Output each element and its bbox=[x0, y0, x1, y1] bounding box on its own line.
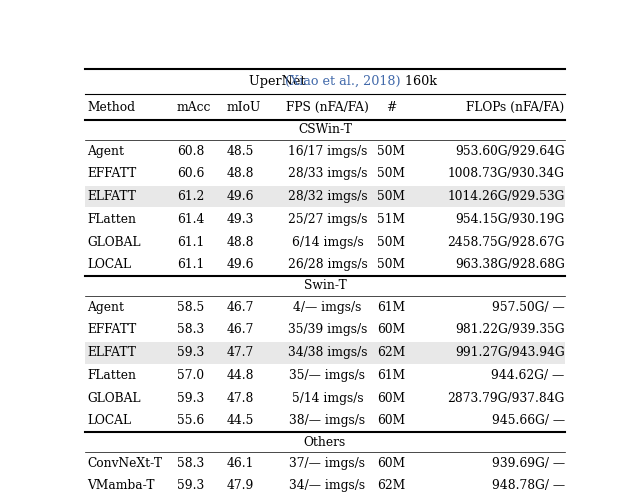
Text: mIoU: mIoU bbox=[226, 101, 261, 114]
Text: 948.78G/ —: 948.78G/ — bbox=[491, 480, 565, 492]
Text: 954.15G/930.19G: 954.15G/930.19G bbox=[455, 213, 565, 226]
Text: LOCAL: LOCAL bbox=[87, 414, 131, 428]
Text: 49.3: 49.3 bbox=[226, 213, 254, 226]
Text: 35/— imgs/s: 35/— imgs/s bbox=[289, 369, 365, 382]
Text: 58.5: 58.5 bbox=[177, 301, 204, 314]
Text: 46.1: 46.1 bbox=[226, 457, 254, 470]
Text: 44.5: 44.5 bbox=[226, 414, 254, 428]
Text: Method: Method bbox=[87, 101, 135, 114]
Text: FLOPs (nFA/FA): FLOPs (nFA/FA) bbox=[467, 101, 565, 114]
Text: GLOBAL: GLOBAL bbox=[87, 392, 141, 404]
Text: 50M: 50M bbox=[377, 190, 405, 203]
Text: Agent: Agent bbox=[87, 301, 124, 314]
Text: 50M: 50M bbox=[377, 258, 405, 271]
Text: 61M: 61M bbox=[377, 301, 405, 314]
Text: 50M: 50M bbox=[377, 167, 405, 181]
Text: 59.3: 59.3 bbox=[177, 392, 204, 404]
Bar bbox=[85, 342, 565, 364]
Text: 26/28 imgs/s: 26/28 imgs/s bbox=[287, 258, 367, 271]
Text: 16/17 imgs/s: 16/17 imgs/s bbox=[288, 145, 367, 157]
Text: 62M: 62M bbox=[377, 346, 405, 359]
Text: FLatten: FLatten bbox=[87, 369, 136, 382]
Text: 57.0: 57.0 bbox=[177, 369, 204, 382]
Text: 44.8: 44.8 bbox=[226, 369, 254, 382]
Text: Swin-T: Swin-T bbox=[304, 279, 346, 292]
Text: 2873.79G/937.84G: 2873.79G/937.84G bbox=[448, 392, 565, 404]
Text: UperNet: UperNet bbox=[249, 75, 309, 88]
Text: 47.8: 47.8 bbox=[226, 392, 254, 404]
Text: 953.60G/929.64G: 953.60G/929.64G bbox=[455, 145, 565, 157]
Text: 37/— imgs/s: 37/— imgs/s bbox=[289, 457, 365, 470]
Text: 1008.73G/930.34G: 1008.73G/930.34G bbox=[448, 167, 565, 181]
Text: 1014.26G/929.53G: 1014.26G/929.53G bbox=[448, 190, 565, 203]
Bar bbox=[85, 185, 565, 208]
Text: 58.3: 58.3 bbox=[177, 457, 204, 470]
Text: 48.8: 48.8 bbox=[226, 236, 254, 248]
Text: 46.7: 46.7 bbox=[226, 323, 254, 337]
Text: (Xiao et al., 2018): (Xiao et al., 2018) bbox=[285, 75, 400, 88]
Text: 59.3: 59.3 bbox=[177, 346, 204, 359]
Text: ConvNeXt-T: ConvNeXt-T bbox=[87, 457, 162, 470]
Text: mAcc: mAcc bbox=[177, 101, 211, 114]
Text: 61.1: 61.1 bbox=[177, 236, 204, 248]
Text: 25/27 imgs/s: 25/27 imgs/s bbox=[288, 213, 367, 226]
Text: 61M: 61M bbox=[377, 369, 405, 382]
Text: 60M: 60M bbox=[377, 323, 405, 337]
Text: 2458.75G/928.67G: 2458.75G/928.67G bbox=[447, 236, 565, 248]
Text: 6/14 imgs/s: 6/14 imgs/s bbox=[292, 236, 363, 248]
Text: ELFATT: ELFATT bbox=[87, 190, 136, 203]
Text: 60M: 60M bbox=[377, 392, 405, 404]
Text: 939.69G/ —: 939.69G/ — bbox=[491, 457, 565, 470]
Text: 28/33 imgs/s: 28/33 imgs/s bbox=[288, 167, 367, 181]
Text: 61.1: 61.1 bbox=[177, 258, 204, 271]
Text: 50M: 50M bbox=[377, 236, 405, 248]
Text: #: # bbox=[386, 101, 396, 114]
Text: GLOBAL: GLOBAL bbox=[87, 236, 141, 248]
Text: 58.3: 58.3 bbox=[177, 323, 204, 337]
Text: 160k: 160k bbox=[401, 75, 437, 88]
Text: CSWin-T: CSWin-T bbox=[298, 123, 352, 136]
Text: Others: Others bbox=[304, 435, 346, 449]
Text: 46.7: 46.7 bbox=[226, 301, 254, 314]
Text: ELFATT: ELFATT bbox=[87, 346, 136, 359]
Text: FLatten: FLatten bbox=[87, 213, 136, 226]
Text: EFFATT: EFFATT bbox=[87, 323, 136, 337]
Text: 35/39 imgs/s: 35/39 imgs/s bbox=[288, 323, 367, 337]
Text: 61.4: 61.4 bbox=[177, 213, 204, 226]
Text: VMamba-T: VMamba-T bbox=[87, 480, 155, 492]
Text: 47.7: 47.7 bbox=[226, 346, 254, 359]
Text: 945.66G/ —: 945.66G/ — bbox=[491, 414, 565, 428]
Text: FPS (nFA/FA): FPS (nFA/FA) bbox=[286, 101, 369, 114]
Text: 49.6: 49.6 bbox=[226, 258, 254, 271]
Text: 60.8: 60.8 bbox=[177, 145, 204, 157]
Text: 944.62G/ —: 944.62G/ — bbox=[491, 369, 565, 382]
Text: 28/32 imgs/s: 28/32 imgs/s bbox=[288, 190, 367, 203]
Text: 4/— imgs/s: 4/— imgs/s bbox=[293, 301, 361, 314]
Text: 55.6: 55.6 bbox=[177, 414, 204, 428]
Text: 51M: 51M bbox=[377, 213, 405, 226]
Text: 62M: 62M bbox=[377, 480, 405, 492]
Text: 48.5: 48.5 bbox=[226, 145, 254, 157]
Text: Agent: Agent bbox=[87, 145, 124, 157]
Text: 61.2: 61.2 bbox=[177, 190, 204, 203]
Text: 957.50G/ —: 957.50G/ — bbox=[492, 301, 565, 314]
Text: 60M: 60M bbox=[377, 414, 405, 428]
Text: 59.3: 59.3 bbox=[177, 480, 204, 492]
Text: 60M: 60M bbox=[377, 457, 405, 470]
Text: LOCAL: LOCAL bbox=[87, 258, 131, 271]
Text: 38/— imgs/s: 38/— imgs/s bbox=[289, 414, 365, 428]
Text: 991.27G/943.94G: 991.27G/943.94G bbox=[455, 346, 565, 359]
Text: 50M: 50M bbox=[377, 145, 405, 157]
Text: 34/— imgs/s: 34/— imgs/s bbox=[289, 480, 365, 492]
Text: 49.6: 49.6 bbox=[226, 190, 254, 203]
Text: 47.9: 47.9 bbox=[226, 480, 254, 492]
Text: 48.8: 48.8 bbox=[226, 167, 254, 181]
Text: 60.6: 60.6 bbox=[177, 167, 204, 181]
Text: 981.22G/939.35G: 981.22G/939.35G bbox=[455, 323, 565, 337]
Text: 5/14 imgs/s: 5/14 imgs/s bbox=[292, 392, 363, 404]
Text: EFFATT: EFFATT bbox=[87, 167, 136, 181]
Text: 963.38G/928.68G: 963.38G/928.68G bbox=[455, 258, 565, 271]
Text: 34/38 imgs/s: 34/38 imgs/s bbox=[288, 346, 367, 359]
